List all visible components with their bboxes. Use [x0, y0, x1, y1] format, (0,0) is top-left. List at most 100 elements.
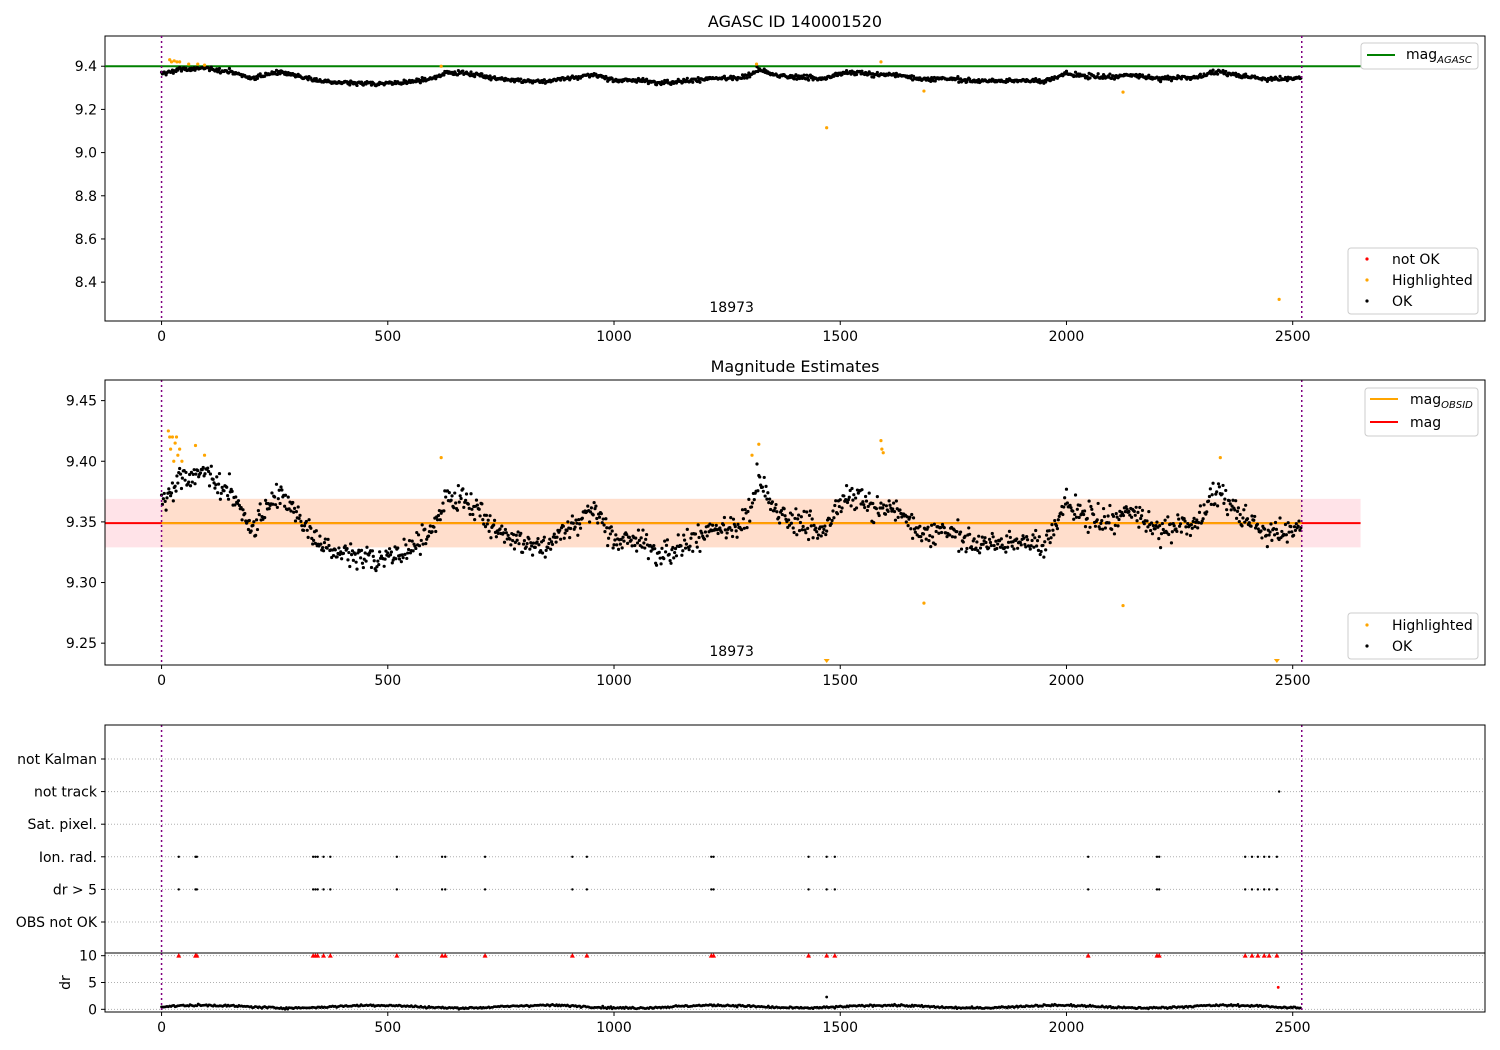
- ok-point: [1107, 521, 1111, 525]
- ok-point: [359, 556, 363, 560]
- ok-point: [543, 555, 547, 559]
- ok-point: [972, 537, 976, 541]
- ok-point: [360, 561, 365, 565]
- ok-point: [745, 76, 749, 80]
- ok-point: [255, 76, 260, 80]
- ok-point: [705, 534, 709, 538]
- ok-point: [1089, 504, 1093, 509]
- ok-point: [930, 523, 934, 527]
- ok-point: [517, 542, 521, 546]
- ok-point: [1069, 506, 1073, 510]
- ok-point: [404, 543, 408, 547]
- ok-point: [297, 516, 301, 520]
- ok-point: [309, 526, 313, 530]
- ok-point: [1175, 529, 1179, 534]
- ok-point: [252, 75, 256, 79]
- ok-point: [187, 480, 191, 484]
- ok-point: [1047, 529, 1051, 533]
- dr-clipped-marker: [806, 953, 812, 958]
- ok-point: [791, 526, 795, 530]
- ok-point: [292, 506, 297, 510]
- ok-point: [618, 542, 622, 546]
- ok-point: [387, 547, 392, 551]
- ok-point: [359, 548, 364, 552]
- dr-outlier-point: [1276, 985, 1280, 989]
- ok-point: [1023, 542, 1027, 547]
- ok-point: [619, 537, 623, 541]
- ok-point: [390, 561, 394, 565]
- ok-point: [742, 76, 746, 80]
- ok-point: [1179, 77, 1183, 81]
- ok-point: [1096, 72, 1100, 76]
- panel-agasc-magnitude: 18973 0 500 1000 1500 2000 2500 8.4 8.6 8.8 9.0 9.2…: [75, 35, 1486, 345]
- ok-point: [294, 510, 298, 514]
- ok-point: [482, 522, 486, 526]
- ok-point: [629, 538, 633, 542]
- ok-point: [1244, 503, 1248, 507]
- y-tick-label: 8.4: [75, 275, 97, 291]
- ok-point: [676, 533, 680, 537]
- flag-category-label: Sat. pixel.: [28, 817, 97, 833]
- ok-point: [243, 511, 247, 516]
- ok-point: [383, 557, 387, 561]
- ok-point: [672, 556, 676, 560]
- ok-point: [470, 507, 474, 511]
- ok-point: [610, 529, 614, 533]
- ok-point: [700, 531, 704, 535]
- ok-point: [410, 539, 414, 543]
- ok-point: [663, 539, 667, 543]
- ok-point: [220, 485, 224, 489]
- ok-point: [570, 514, 574, 518]
- ok-point: [989, 543, 993, 548]
- highlighted-point: [178, 447, 182, 451]
- ok-point: [906, 524, 910, 528]
- ok-point: [418, 552, 422, 557]
- ok-point: [1028, 547, 1032, 551]
- ok-point: [461, 69, 465, 73]
- ok-point: [1101, 506, 1106, 511]
- ok-point: [1088, 76, 1092, 80]
- y-tick-label: 8.6: [75, 232, 97, 248]
- flag-point: [177, 888, 180, 891]
- ok-point: [956, 518, 960, 522]
- ok-point: [1005, 534, 1009, 538]
- ok-point: [514, 533, 518, 537]
- ok-point: [421, 542, 425, 546]
- ok-point: [1095, 518, 1099, 522]
- ok-point: [322, 540, 327, 545]
- ok-point: [331, 553, 336, 558]
- ok-point: [894, 499, 898, 503]
- ok-point: [1294, 522, 1298, 526]
- ok-point: [1284, 533, 1288, 537]
- ok-point: [483, 525, 488, 529]
- ok-point: [1192, 516, 1196, 520]
- ok-point: [494, 535, 498, 539]
- ok-point: [217, 471, 222, 476]
- ok-point: [252, 520, 256, 524]
- ok-point: [173, 484, 177, 488]
- ok-point: [215, 475, 219, 479]
- ok-point: [467, 506, 471, 510]
- dr-clipped-marker: [321, 953, 327, 958]
- ok-point: [280, 488, 284, 492]
- dr-clipped-marker: [584, 953, 590, 958]
- ok-point: [573, 525, 577, 529]
- ok-point: [977, 534, 981, 538]
- ok-point: [702, 537, 707, 541]
- ok-point: [981, 542, 985, 546]
- ok-point: [270, 491, 274, 495]
- ok-point: [450, 494, 454, 498]
- ok-point: [1064, 487, 1069, 491]
- ok-point: [1260, 536, 1264, 540]
- ok-point: [762, 475, 766, 480]
- x-tick-label: 1500: [822, 329, 858, 345]
- ok-point: [257, 513, 261, 517]
- highlighted-point: [170, 435, 175, 439]
- ok-point: [882, 503, 886, 507]
- ok-point: [950, 535, 955, 539]
- ok-point: [558, 528, 562, 532]
- ok-point: [625, 532, 629, 537]
- ok-point: [183, 478, 187, 482]
- ok-point: [575, 521, 579, 525]
- dr-point: [599, 1006, 603, 1010]
